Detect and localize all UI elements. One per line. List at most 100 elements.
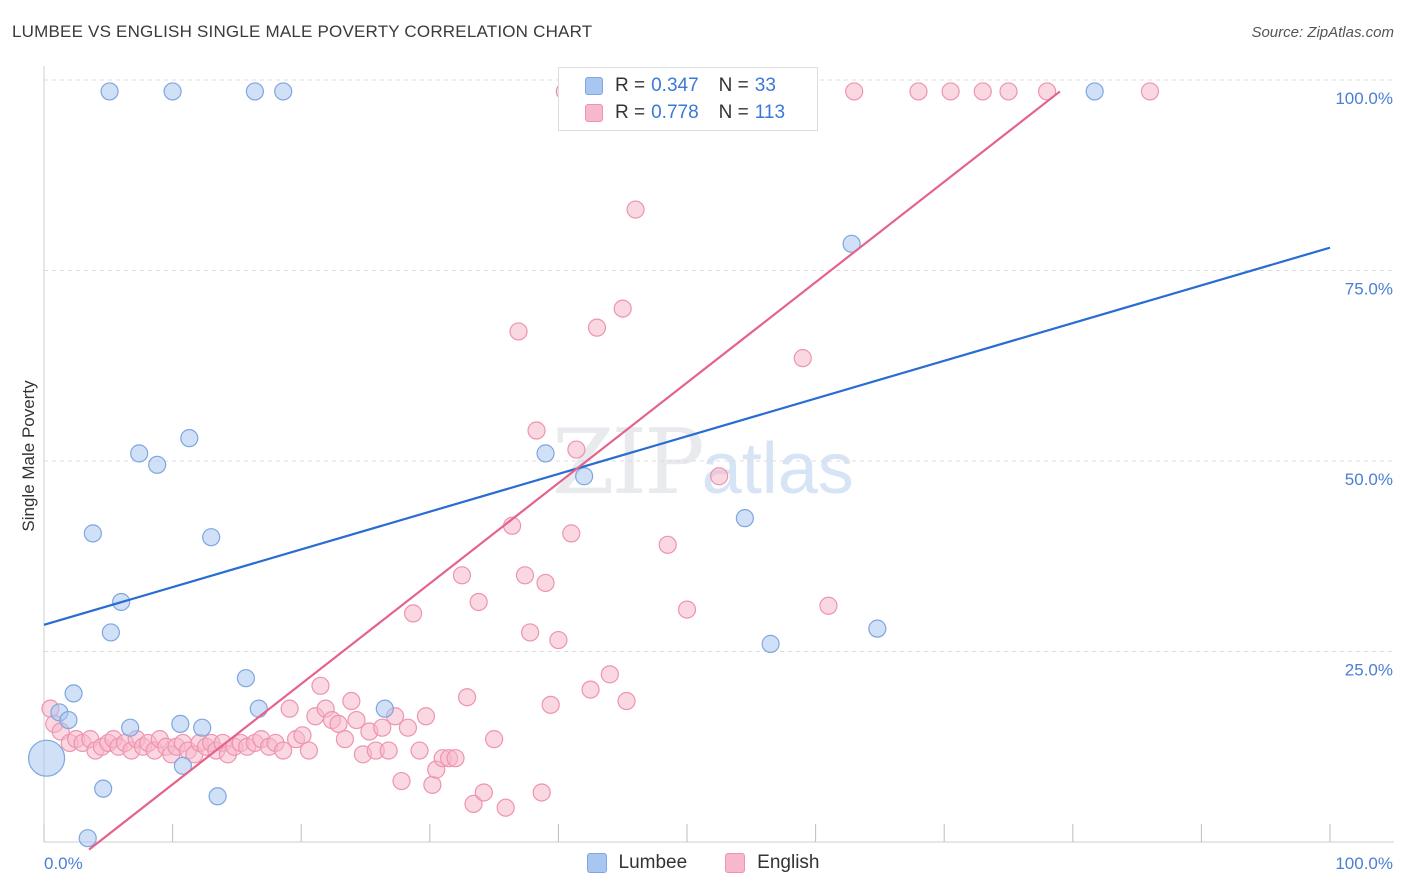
lumbee-point [193,718,212,737]
lumbee-point [59,710,78,730]
english-point [403,604,423,623]
lumbee-point [101,623,120,642]
english-point [398,718,418,737]
english-n-value: 113 [754,102,786,123]
y-tick-label: 50.0% [1345,470,1393,489]
lumbee-point [274,82,293,101]
english-point [527,421,546,440]
lumbee-point [173,756,192,775]
english-point [485,730,504,749]
lumbee-point [236,669,256,688]
english-point [819,596,838,615]
lumbee-point [842,234,861,253]
english-point [626,200,645,219]
english-point [311,676,330,695]
english-point [410,741,429,760]
english-point [280,699,299,718]
lumbee-r-value: 0.347 [651,75,699,96]
english-trend-line [88,90,1061,851]
lumbee-point [163,82,182,101]
english-point [581,680,600,699]
english-point [562,524,581,543]
english-point [452,566,472,585]
english-point [293,726,312,745]
english-point [464,794,483,814]
english-point [1037,82,1057,101]
lumbee-point [94,779,113,798]
english-point [329,714,348,733]
english-point [567,440,586,459]
lumbee-point [130,444,149,463]
english-point [677,600,697,619]
lumbee-point [245,82,265,101]
y-tick-label: 25.0% [1345,661,1393,680]
english-point [373,718,392,737]
english-r-label: R = [615,102,646,123]
english-point [416,707,436,726]
english-point [299,741,319,760]
english-point [587,318,607,337]
lumbee-point [83,524,102,543]
chart-title: LUMBEE VS ENGLISH SINGLE MALE POVERTY CO… [12,22,593,41]
english-point [941,82,960,101]
lumbee-legend-swatch [586,853,607,873]
english-point [274,741,293,760]
watermark-atlas: atlas [701,429,854,509]
english-point [457,688,477,707]
y-axis-title: Single Male Poverty [19,380,38,532]
english-point [509,322,528,341]
lumbee-point [100,82,119,101]
english-point [446,749,465,768]
lumbee-point [208,787,227,806]
lumbee-point [148,455,167,474]
english-point [658,535,677,554]
lumbee-point [180,429,199,448]
english-point [496,798,515,817]
english-legend-swatch [725,853,746,873]
english-swatch [585,104,603,122]
english-point [710,467,729,486]
english-point [617,691,636,711]
source-label: Source: ZipAtlas.com [1251,24,1394,41]
english-legend-label: English [757,852,820,873]
english-point [515,566,535,585]
english-point [392,771,411,791]
lumbee-point [575,467,594,486]
lumbee-point [1085,82,1104,101]
x-tick-label-min: 0.0% [44,854,83,873]
english-point [541,695,560,714]
correlation-legend: R = 0.347 N = 33 R = 0.778 N = 113 [558,67,818,131]
lumbee-point [868,619,887,638]
english-n-label: N = [718,102,749,123]
english-point [335,730,355,749]
lumbee-trend-line [43,246,1331,626]
lumbee-point [536,444,555,463]
english-point [909,82,928,101]
lumbee-point [78,829,97,848]
english-point [469,592,488,612]
lumbee-n-label: N = [718,75,749,96]
lumbee-point [64,684,83,703]
y-tick-label: 75.0% [1345,280,1393,299]
english-point [845,82,864,101]
legend-row-lumbee: R = 0.347 N = 33 [585,74,776,98]
english-point [342,691,361,711]
legend-item-lumbee[interactable]: Lumbee [586,852,687,874]
lumbee-point [171,714,190,733]
english-point [1140,82,1160,101]
english-point [793,349,812,368]
english-point [973,82,992,101]
lumbee-point [249,699,268,718]
lumbee-n-value: 33 [754,75,776,96]
lumbee-swatch [585,77,603,95]
legend-item-english[interactable]: English [725,852,820,874]
series-legend: Lumbee English [0,852,1406,874]
lumbee-point [735,509,754,528]
english-point [379,741,398,760]
y-tick-label: 100.0% [1335,89,1393,108]
x-tick-label-max: 100.0% [1335,854,1393,873]
english-point [613,299,632,318]
english-point [423,775,442,794]
english-point [549,630,568,650]
